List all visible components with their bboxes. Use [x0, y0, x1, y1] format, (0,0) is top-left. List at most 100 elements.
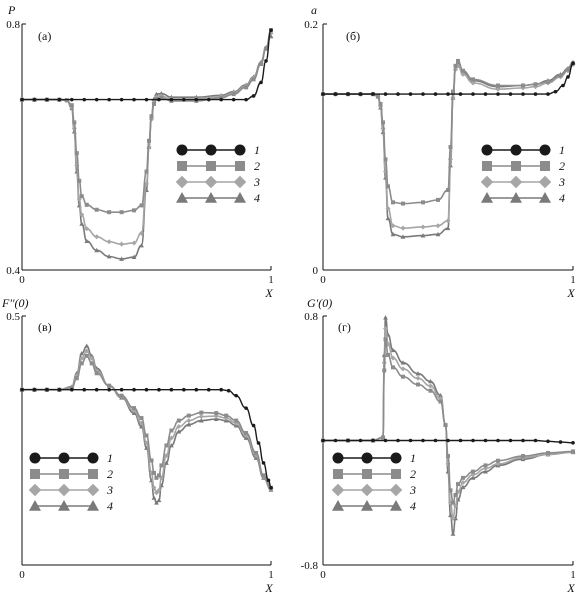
data-point-2 — [149, 458, 154, 463]
data-point-1 — [458, 92, 463, 96]
data-point-1 — [566, 75, 570, 79]
data-point-3 — [79, 212, 85, 218]
data-point-1 — [346, 92, 350, 96]
legend-marker-4 — [205, 192, 217, 203]
data-point-4 — [79, 350, 85, 356]
legend-marker-4 — [176, 192, 188, 203]
y-axis-label: P — [7, 3, 16, 17]
legend-label-4: 4 — [410, 499, 416, 513]
series-1 — [20, 28, 273, 102]
legend-marker-1 — [390, 452, 402, 464]
legend-label-2: 2 — [410, 467, 416, 481]
data-point-3 — [186, 418, 192, 424]
data-point-2 — [391, 365, 395, 370]
data-point-4 — [470, 475, 476, 480]
data-point-1 — [396, 438, 400, 443]
data-point-2 — [546, 79, 550, 84]
data-point-1 — [508, 92, 513, 96]
data-point-2 — [69, 385, 74, 390]
legend-marker-4 — [234, 192, 246, 203]
data-point-4 — [438, 392, 443, 398]
x-tick-label: 0 — [19, 569, 25, 581]
data-point-4 — [156, 497, 162, 503]
data-point-3 — [450, 515, 456, 521]
data-point-2 — [159, 95, 164, 100]
y-tick-label: 0.8 — [304, 311, 318, 323]
series-1 — [321, 438, 575, 445]
data-point-2 — [89, 361, 94, 366]
data-point-2 — [154, 475, 159, 480]
data-point-1 — [119, 387, 124, 392]
data-point-4 — [400, 234, 406, 239]
series-1 — [20, 387, 273, 490]
data-point-2 — [149, 114, 154, 119]
data-point-4 — [435, 231, 441, 237]
legend-marker-1 — [481, 144, 493, 156]
legend-label-4: 4 — [559, 191, 565, 205]
series-1 — [321, 61, 575, 96]
data-point-3 — [139, 230, 145, 236]
data-point-2 — [546, 450, 550, 455]
legend-marker-2 — [88, 469, 98, 479]
data-point-4 — [164, 460, 169, 465]
data-point-2 — [199, 410, 204, 415]
legend-marker-3 — [360, 483, 374, 497]
data-point-2 — [84, 202, 89, 207]
data-point-2 — [107, 383, 112, 388]
legend-marker-3 — [175, 175, 189, 189]
x-tick-label: 1 — [268, 569, 274, 581]
data-point-1 — [144, 387, 149, 392]
data-point-2 — [558, 73, 563, 78]
legend-marker-4 — [58, 500, 70, 511]
series-3 — [320, 325, 576, 521]
legend: 1 2 3 4 — [175, 143, 260, 205]
data-point-1 — [157, 387, 161, 392]
data-point-3 — [163, 452, 169, 458]
panel-label: (в) — [38, 320, 52, 334]
data-point-4 — [383, 315, 388, 320]
data-point-4 — [385, 215, 391, 221]
series-line-3 — [22, 32, 272, 246]
y-axis-label: F''(0) — [1, 296, 28, 310]
data-point-2 — [448, 145, 453, 149]
data-point-2 — [456, 482, 460, 487]
data-point-2 — [446, 454, 450, 459]
data-point-2 — [119, 393, 124, 398]
data-point-2 — [381, 120, 385, 125]
data-point-2 — [231, 92, 236, 97]
data-point-3 — [435, 223, 441, 229]
panel-label: (г) — [338, 320, 351, 334]
data-point-4 — [460, 484, 466, 490]
legend-marker-4 — [87, 500, 99, 511]
data-point-2 — [521, 454, 525, 459]
data-point-1 — [333, 92, 338, 96]
data-point-4 — [400, 360, 406, 365]
data-point-1 — [333, 438, 338, 443]
series-2 — [321, 58, 575, 206]
data-point-2 — [386, 352, 390, 357]
y-tick-label: 0.4 — [6, 265, 20, 277]
data-point-2 — [383, 337, 388, 342]
data-point-2 — [159, 463, 164, 468]
data-point-1 — [546, 92, 550, 96]
data-point-2 — [244, 431, 249, 436]
data-point-3 — [94, 234, 100, 240]
series-line-4 — [323, 316, 574, 535]
legend-marker-1 — [87, 452, 99, 464]
data-point-1 — [206, 387, 211, 392]
data-point-1 — [533, 92, 538, 96]
data-point-1 — [358, 92, 363, 96]
y-tick-label: 0 — [313, 265, 319, 277]
data-point-2 — [234, 418, 239, 423]
data-point-2 — [214, 411, 219, 416]
data-point-1 — [521, 438, 525, 443]
data-point-2 — [461, 475, 465, 480]
data-point-2 — [119, 210, 124, 215]
data-point-1 — [132, 387, 136, 392]
data-point-1 — [57, 97, 62, 102]
data-point-1 — [269, 28, 273, 32]
data-point-2 — [156, 473, 161, 478]
data-point-2 — [186, 413, 191, 418]
